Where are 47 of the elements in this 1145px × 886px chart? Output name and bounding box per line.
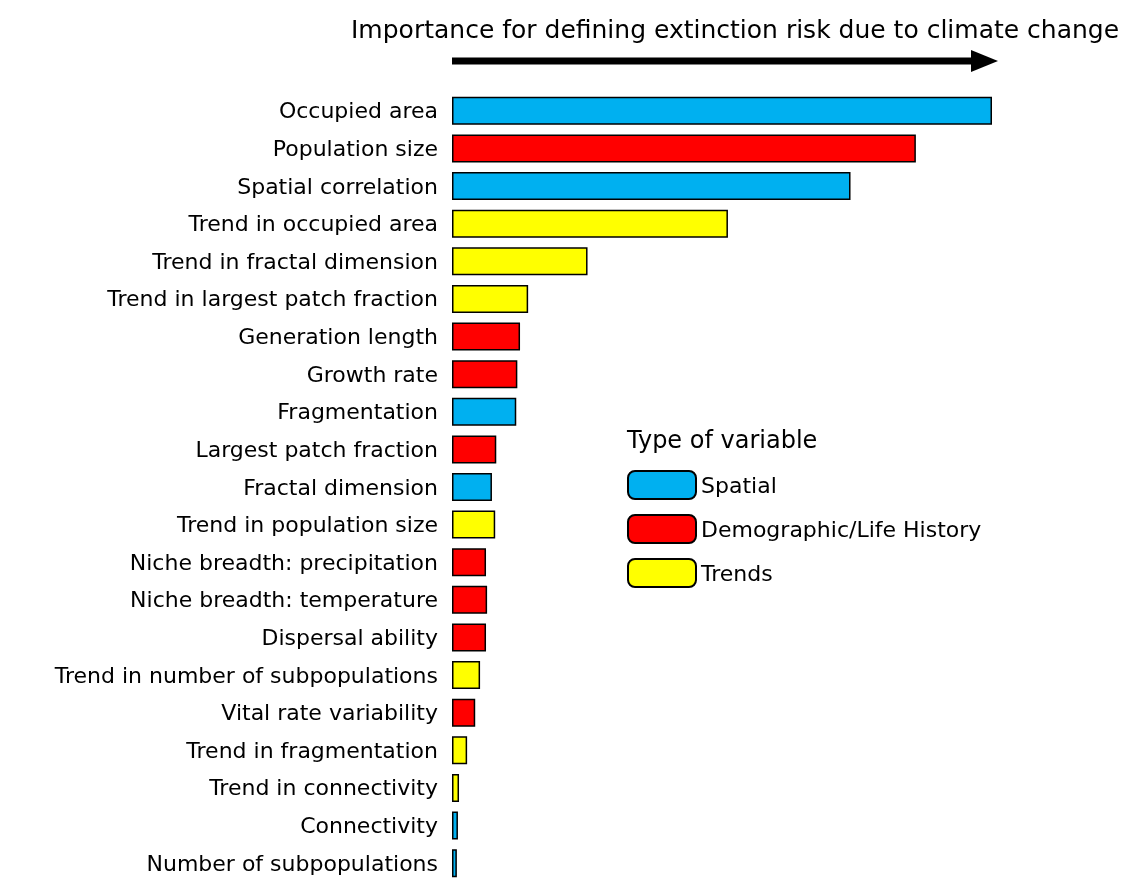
y-tick-label: Trend in population size [176, 512, 438, 538]
bar [452, 736, 468, 765]
legend-label: Trends [700, 560, 773, 586]
legend-title: Type of variable [626, 426, 818, 454]
bar [452, 172, 851, 201]
y-tick-label: Trend in number of subpopulations [53, 662, 438, 688]
bar [452, 623, 487, 652]
bar [452, 773, 460, 802]
bar [452, 322, 521, 351]
y-tick-label: Number of subpopulations [146, 850, 438, 876]
y-tick-label: Connectivity [300, 813, 438, 839]
y-tick-label: Fractal dimension [243, 474, 438, 500]
bar [452, 284, 529, 313]
legend-label: Demographic/Life History [701, 516, 982, 542]
y-tick-label: Trend in fractal dimension [151, 248, 438, 274]
y-tick-label: Largest patch fraction [195, 436, 438, 462]
bar [452, 134, 916, 163]
bar [452, 96, 992, 125]
bar [452, 209, 728, 238]
bar [452, 435, 497, 464]
y-tick-label: Vital rate variability [221, 700, 438, 726]
chart-title: Importance for defining extinction risk due to climate change [351, 15, 1120, 44]
y-tick-label: Trend in occupied area [187, 211, 438, 237]
bar [452, 849, 457, 878]
y-tick-label: Spatial correlation [237, 173, 438, 199]
y-tick-label: Population size [272, 135, 438, 161]
bar [452, 473, 492, 501]
bar [452, 510, 496, 539]
bar [452, 548, 487, 577]
y-tick-label: Trend in fragmentation [185, 737, 438, 763]
bar [452, 247, 588, 276]
bar [452, 811, 458, 840]
bar [452, 397, 517, 426]
legend-label: Spatial [701, 472, 777, 498]
y-tick-label: Dispersal ability [261, 624, 438, 650]
y-tick-label: Niche breadth: precipitation [129, 549, 438, 575]
y-tick-label: Growth rate [306, 361, 438, 387]
bar [452, 360, 518, 389]
bar [452, 585, 488, 614]
y-tick-label: Trend in largest patch fraction [106, 286, 438, 312]
y-tick-label: Trend in connectivity [208, 775, 438, 801]
y-tick-label: Niche breadth: temperature [130, 587, 438, 613]
bar [452, 661, 481, 690]
y-tick-label: Generation length [238, 324, 438, 350]
y-tick-label: Occupied area [278, 98, 438, 124]
bar [452, 698, 476, 727]
y-tick-label: Fragmentation [277, 399, 438, 425]
